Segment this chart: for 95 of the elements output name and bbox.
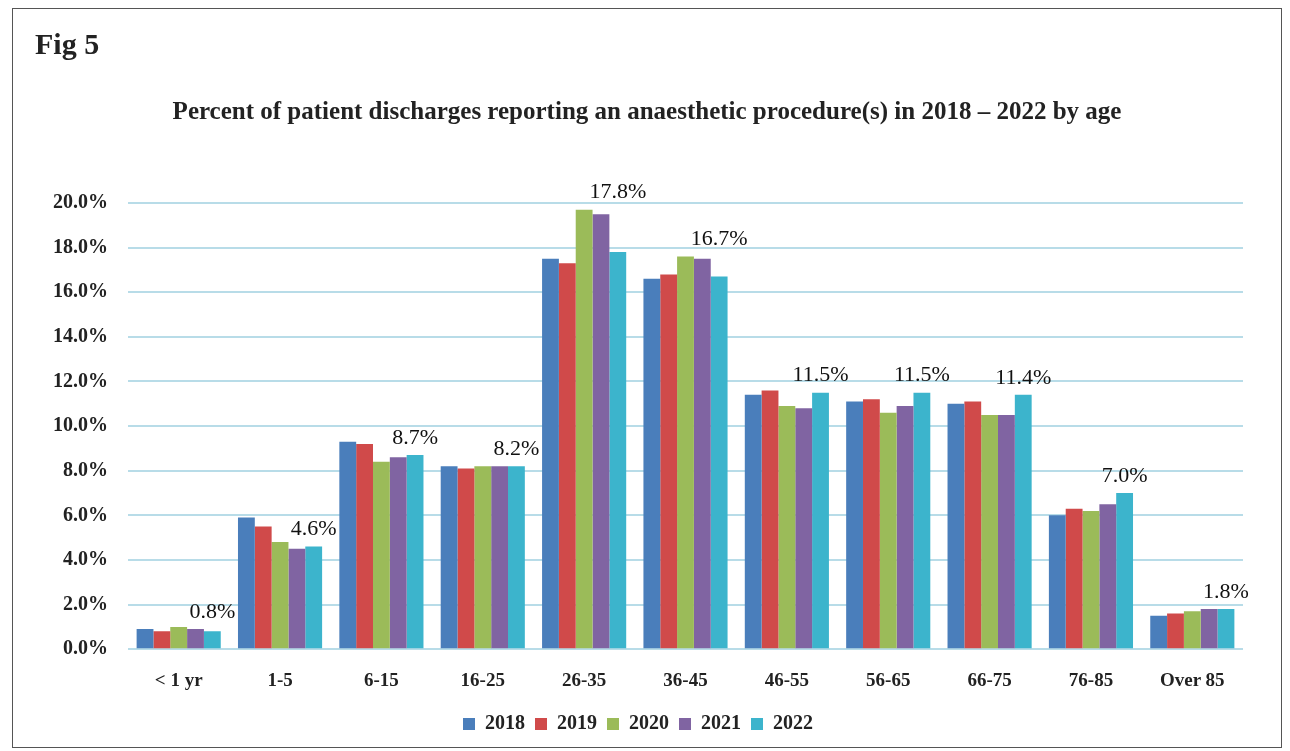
bar — [660, 274, 678, 649]
legend-label: 2022 — [773, 711, 813, 734]
bar — [558, 263, 576, 649]
bar — [440, 466, 458, 649]
x-tick-label: 66-75 — [967, 668, 1012, 690]
legend-label: 2018 — [485, 711, 525, 734]
y-tick-label: 2.0% — [63, 591, 108, 614]
data-label: 1.8% — [1203, 577, 1249, 603]
bar — [1183, 611, 1201, 649]
data-label: 11.5% — [792, 361, 849, 387]
chart-title: Fig 5 — [35, 27, 100, 61]
x-tick-label: 46-55 — [764, 668, 810, 690]
bar — [677, 256, 694, 649]
bar — [913, 392, 931, 649]
data-label: 4.6% — [290, 515, 337, 541]
bar — [575, 209, 593, 649]
bar — [1065, 508, 1083, 649]
x-tick-label: Over 85 — [1160, 668, 1225, 690]
y-tick-label: 16.0% — [53, 279, 108, 302]
y-tick-label: 20.0% — [53, 190, 108, 213]
bar — [457, 468, 475, 649]
bar — [237, 517, 255, 649]
data-label: 16.7% — [690, 225, 748, 251]
data-label: 7.0% — [1101, 461, 1148, 487]
data-label: 0.8% — [189, 597, 236, 623]
bar — [389, 457, 407, 649]
bar — [254, 526, 272, 649]
bar — [187, 629, 204, 649]
x-tick-label: 76-85 — [1068, 668, 1114, 690]
y-tick-label: 4.0% — [63, 547, 108, 570]
x-tick-label: 1-5 — [267, 668, 293, 690]
x-tick-label: 26-35 — [561, 668, 607, 690]
bar — [879, 412, 897, 649]
bar — [744, 394, 762, 649]
bar — [508, 466, 525, 649]
x-tick-label: 56-65 — [866, 668, 911, 690]
y-tick-label: 6.0% — [63, 502, 108, 525]
bar — [947, 403, 965, 649]
y-tick-label: 10.0% — [53, 413, 108, 436]
y-tick-label: 0.0% — [63, 636, 108, 659]
bar — [542, 258, 559, 649]
legend-label: 2020 — [629, 711, 669, 734]
bar — [271, 542, 289, 649]
bar — [153, 631, 171, 649]
bar — [136, 629, 154, 649]
bar — [981, 414, 998, 649]
bar — [795, 408, 813, 649]
bar — [1150, 615, 1168, 649]
x-tick-label: < 1 yr — [154, 668, 204, 690]
data-label: 8.7% — [392, 423, 438, 449]
bar — [170, 626, 188, 649]
bar — [862, 399, 880, 649]
bar — [609, 252, 627, 649]
bar — [339, 441, 357, 649]
bar — [305, 546, 323, 649]
bar — [373, 461, 390, 649]
bar — [474, 466, 492, 649]
bar — [1116, 493, 1134, 649]
data-label: 17.8% — [589, 178, 647, 204]
bar — [1048, 515, 1066, 649]
x-tick-label: 36-45 — [663, 668, 708, 690]
y-tick-label: 14.0% — [53, 324, 108, 347]
bar — [846, 401, 863, 649]
bar — [406, 455, 424, 649]
bar — [1200, 609, 1218, 649]
legend-label: 2021 — [701, 711, 741, 734]
bar — [964, 401, 982, 649]
bar — [998, 414, 1015, 649]
bar — [203, 631, 221, 649]
bar — [812, 392, 829, 649]
y-tick-label: 18.0% — [53, 234, 108, 257]
bar — [356, 443, 373, 649]
data-label: 8.2% — [493, 435, 540, 461]
bar — [693, 258, 711, 649]
bar — [896, 406, 914, 649]
bar — [1014, 394, 1032, 649]
bar — [288, 548, 306, 649]
data-label: 11.5% — [893, 361, 950, 387]
bar — [592, 214, 610, 649]
x-tick-label: 16-25 — [460, 668, 505, 690]
x-tick-label: 6-15 — [364, 668, 399, 690]
legend-label: 2019 — [557, 711, 597, 734]
bar — [710, 276, 728, 649]
y-tick-label: 8.0% — [63, 457, 108, 480]
bar — [491, 466, 509, 649]
bar — [778, 406, 796, 649]
bar — [1167, 613, 1184, 649]
bar — [761, 390, 779, 649]
bar — [1099, 504, 1117, 649]
bar — [1082, 510, 1100, 649]
data-label: 11.4% — [995, 363, 1052, 389]
bar — [643, 278, 661, 649]
chart-subtitle: Percent of patient discharges reporting an anaesthetic procedure(s) in 2018 – 2022 by age — [171, 97, 1123, 125]
y-tick-label: 12.0% — [53, 368, 108, 391]
bar — [1217, 609, 1235, 649]
